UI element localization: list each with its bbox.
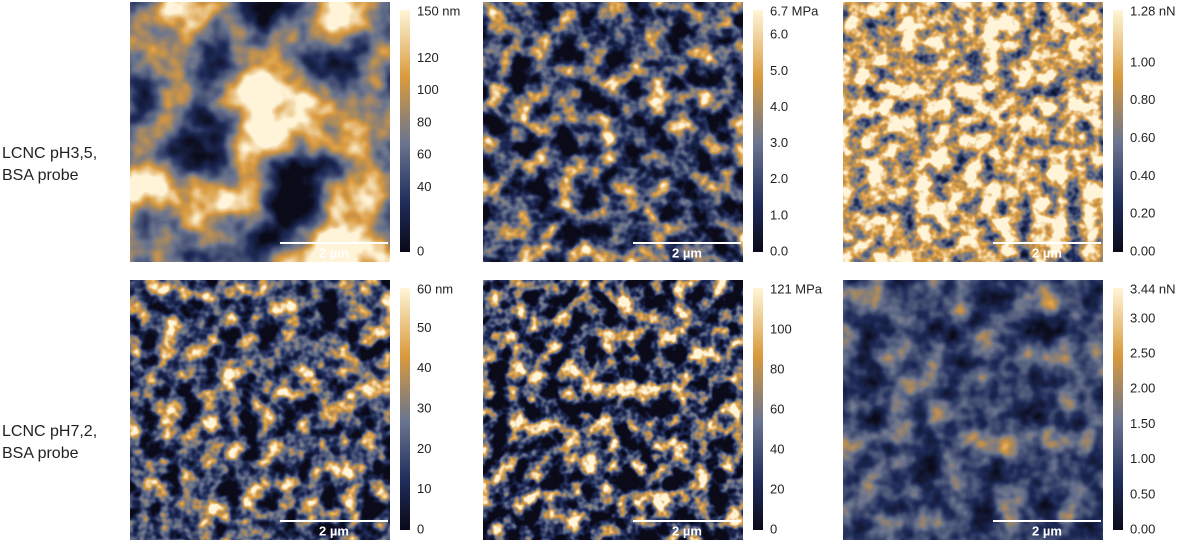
colorbar [753, 10, 763, 252]
colorbar-max-label: 150 nm [417, 3, 460, 18]
colorbar [1113, 288, 1123, 530]
colorbar-max-label: 3.44 nN [1130, 281, 1176, 296]
colorbar-tick-label: 0.00 [1130, 521, 1155, 536]
colorbar-tick-label: 20 [770, 481, 784, 496]
colorbar-tick-label: 30 [417, 400, 431, 415]
colorbar-max-label: 60 nm [417, 281, 453, 296]
colorbar-tick-label: 20 [417, 441, 431, 456]
colorbar-tick-label: 0.00 [1130, 243, 1155, 258]
colorbar [400, 10, 410, 252]
colorbar-max-label: 6.7 MPa [770, 3, 819, 18]
colorbar-max-label: 121 MPa [770, 281, 823, 296]
colorbar-tick-label: 80 [417, 114, 431, 129]
colorbar-tick-label: 3.00 [1130, 310, 1155, 325]
colorbar-tick-label: 6.0 [770, 27, 788, 42]
colorbar-tick-label: 0.40 [1130, 168, 1155, 183]
colorbar-tick-label: 60 [417, 147, 431, 162]
colorbar [400, 288, 410, 530]
scale-bar-label: 2 µm [1032, 245, 1062, 260]
scale-bar-label: 2 µm [672, 245, 702, 260]
afm-image [483, 2, 743, 262]
colorbar-tick-label: 1.00 [1130, 451, 1155, 466]
row-label: LCNC pH3,5, [2, 145, 97, 162]
colorbar-tick-label: 100 [770, 321, 792, 336]
colorbar-tick-label: 2.50 [1130, 346, 1155, 361]
colorbar-tick-label: 2.0 [770, 171, 788, 186]
colorbar [753, 288, 763, 530]
scale-bar-label: 2 µm [319, 523, 349, 538]
scale-bar-label: 2 µm [672, 523, 702, 538]
colorbar-tick-label: 40 [770, 441, 784, 456]
colorbar-max-label: 1.28 nN [1130, 3, 1176, 18]
row-label: BSA probe [2, 167, 79, 184]
row-label: BSA probe [2, 445, 79, 462]
colorbar-tick-label: 40 [417, 179, 431, 194]
afm-image [843, 2, 1103, 262]
colorbar-tick-label: 4.0 [770, 99, 788, 114]
afm-image [130, 280, 390, 540]
colorbar-tick-label: 60 [770, 401, 784, 416]
colorbar-tick-label: 0.20 [1130, 206, 1155, 221]
colorbar-tick-label: 100 [417, 82, 439, 97]
colorbar-tick-label: 120 [417, 50, 439, 65]
colorbar-tick-label: 80 [770, 361, 784, 376]
colorbar-tick-label: 1.50 [1130, 416, 1155, 431]
colorbar-tick-label: 40 [417, 360, 431, 375]
colorbar-tick-label: 0 [417, 243, 424, 258]
afm-image [843, 280, 1103, 540]
colorbar-tick-label: 1.00 [1130, 54, 1155, 69]
colorbar [1113, 10, 1123, 252]
colorbar-tick-label: 2.00 [1130, 381, 1155, 396]
colorbar-tick-label: 50 [417, 320, 431, 335]
afm-image [130, 2, 390, 262]
colorbar-tick-label: 10 [417, 481, 431, 496]
colorbar-tick-label: 1.0 [770, 207, 788, 222]
colorbar-tick-label: 0 [770, 521, 777, 536]
colorbar-tick-label: 0.80 [1130, 92, 1155, 107]
colorbar-tick-label: 3.0 [770, 135, 788, 150]
colorbar-tick-label: 0 [417, 521, 424, 536]
row-label: LCNC pH7,2, [2, 423, 97, 440]
scale-bar-label: 2 µm [1032, 523, 1062, 538]
colorbar-tick-label: 0.60 [1130, 130, 1155, 145]
colorbar-tick-label: 0.0 [770, 243, 788, 258]
colorbar-tick-label: 0.50 [1130, 486, 1155, 501]
scale-bar-label: 2 µm [319, 245, 349, 260]
afm-image [483, 280, 743, 540]
colorbar-tick-label: 5.0 [770, 63, 788, 78]
